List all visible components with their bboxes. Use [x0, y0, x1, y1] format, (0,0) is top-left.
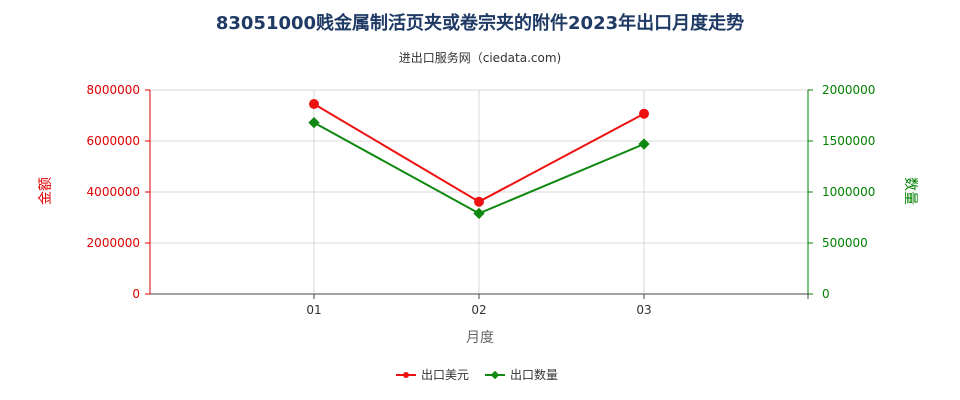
- y-left-tick-label: 8000000: [87, 83, 140, 97]
- y-axis-left-label: 金额: [38, 177, 54, 205]
- y-right-tick-label: 1000000: [822, 185, 875, 199]
- legend-label-quantity: 出口数量: [510, 367, 558, 382]
- y-right-tick-label: 1500000: [822, 134, 875, 148]
- legend-swatch-marker: [403, 372, 409, 378]
- y-right-tick-label: 500000: [822, 236, 868, 250]
- legend-item-usd[interactable]: 出口美元: [396, 368, 469, 382]
- x-tick-label: 02: [471, 303, 486, 317]
- x-tick-label: 03: [636, 303, 651, 317]
- axes: [145, 89, 813, 299]
- x-tick-label: 01: [306, 303, 321, 317]
- data-point[interactable]: [473, 207, 485, 220]
- series: [308, 99, 650, 220]
- y-left-tick-label: 2000000: [87, 236, 140, 250]
- grid: [150, 89, 808, 294]
- chart-subtitle: 进出口服务网（ciedata.com): [399, 50, 561, 65]
- legend-label-usd: 出口美元: [421, 368, 469, 382]
- y-left-tick-label: 6000000: [87, 134, 140, 148]
- x-axis-label: 月度: [466, 330, 494, 346]
- y-right-tick-label: 0: [822, 287, 830, 301]
- data-point[interactable]: [639, 108, 649, 119]
- legend-swatch-marker: [490, 370, 500, 380]
- data-point[interactable]: [308, 116, 320, 129]
- y-axis-right-label: 数量: [902, 177, 918, 205]
- legend: 出口美元 出口数量: [396, 367, 558, 382]
- data-point[interactable]: [638, 138, 650, 150]
- data-point[interactable]: [309, 99, 319, 110]
- legend-item-quantity[interactable]: 出口数量: [485, 367, 558, 382]
- data-point[interactable]: [474, 196, 484, 207]
- chart-title: 83051000贱金属制活页夹或卷宗夹的附件2023年出口月度走势: [216, 12, 744, 34]
- y-left-tick-label: 0: [132, 287, 140, 301]
- y-left-tick-label: 4000000: [87, 185, 140, 199]
- y-right-tick-label: 2000000: [822, 83, 875, 97]
- tick-labels: 0 0 2000000 500000 4000000 1000000 6000000 1500…: [87, 83, 876, 317]
